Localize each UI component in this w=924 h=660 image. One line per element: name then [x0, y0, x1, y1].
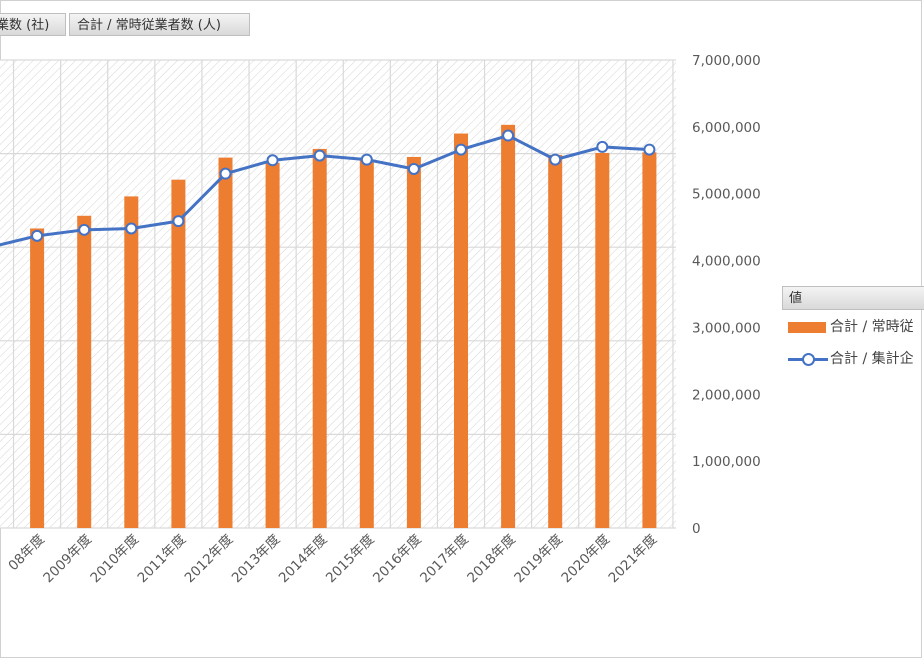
pivot-field-button-companies[interactable]: 業数 (社)	[0, 13, 66, 36]
bar-2015年度[interactable]	[359, 159, 374, 529]
y2-tick-label: 6,000,000	[692, 120, 761, 136]
y2-tick-label: 0	[692, 521, 701, 537]
line-marker-2017年度[interactable]	[455, 143, 467, 156]
plot-area	[0, 60, 676, 528]
line-marker-2020年度[interactable]	[596, 140, 609, 153]
x-tick-label: 08年度	[5, 532, 48, 575]
bar-2019年度[interactable]	[548, 154, 563, 529]
y2-tick-label: 2,000,000	[692, 387, 761, 403]
line-marker-2009年度[interactable]	[78, 223, 91, 236]
x-tick-label: 2016年度	[370, 532, 425, 587]
y2-tick-label: 5,000,000	[692, 187, 761, 203]
line-marker-2014年度[interactable]	[313, 149, 326, 162]
bar-2013年度[interactable]	[265, 162, 280, 528]
legend-line-label: 合計 / 集計企	[830, 351, 914, 367]
bar-2016年度[interactable]	[406, 156, 421, 528]
x-tick-label: 2019年度	[511, 532, 566, 587]
line-marker-2021年度[interactable]	[643, 143, 656, 156]
x-tick-label: 2012年度	[182, 532, 237, 587]
bar-2018年度[interactable]	[501, 124, 516, 528]
bar-2010年度[interactable]	[124, 196, 139, 529]
bar-2017年度[interactable]	[454, 133, 468, 529]
line-marker-2011年度[interactable]	[172, 215, 185, 228]
line-marker-2008年度[interactable]	[31, 229, 44, 242]
pivot-field-button-employees[interactable]: 合計 / 常時従業者数 (人)	[69, 13, 250, 36]
bar-2009年度[interactable]	[77, 215, 92, 528]
x-tick-label: 2017年度	[417, 532, 472, 587]
line-marker-2016年度[interactable]	[407, 162, 420, 175]
x-tick-label: 2013年度	[229, 532, 284, 587]
legend-bar-label: 合計 / 常時従	[830, 319, 914, 335]
legend-line-marker	[802, 353, 815, 366]
x-tick-label: 2009年度	[40, 532, 95, 587]
line-marker-2013年度[interactable]	[266, 154, 279, 167]
x-tick-label: 2010年度	[87, 532, 142, 587]
line-marker-2019年度[interactable]	[549, 153, 562, 166]
x-tick-label: 2011年度	[135, 532, 190, 587]
x-tick-label: 2021年度	[606, 532, 661, 587]
x-tick-label: 2018年度	[464, 532, 519, 587]
line-marker-2018年度[interactable]	[502, 129, 515, 142]
bar-2014年度[interactable]	[312, 148, 327, 529]
legend-bar-swatch	[788, 322, 826, 333]
line-marker-2012年度[interactable]	[219, 167, 232, 180]
bar-2011年度[interactable]	[171, 179, 186, 528]
y2-tick-label: 4,000,000	[692, 254, 761, 270]
y2-tick-label: 1,000,000	[692, 454, 761, 470]
x-tick-label: 2014年度	[276, 532, 331, 587]
y2-tick-label: 3,000,000	[692, 320, 761, 336]
line-marker-2015年度[interactable]	[360, 153, 373, 166]
bar-2020年度[interactable]	[595, 152, 610, 528]
legend-title: 値	[782, 286, 924, 310]
y2-tick-label: 7,000,000	[692, 53, 761, 69]
line-marker-2010年度[interactable]	[125, 222, 138, 235]
x-tick-label: 2020年度	[558, 532, 613, 587]
bar-2008年度[interactable]	[30, 228, 45, 529]
bar-2012年度[interactable]	[218, 157, 233, 528]
bar-2021年度[interactable]	[642, 152, 657, 528]
x-tick-label: 2015年度	[323, 532, 378, 587]
